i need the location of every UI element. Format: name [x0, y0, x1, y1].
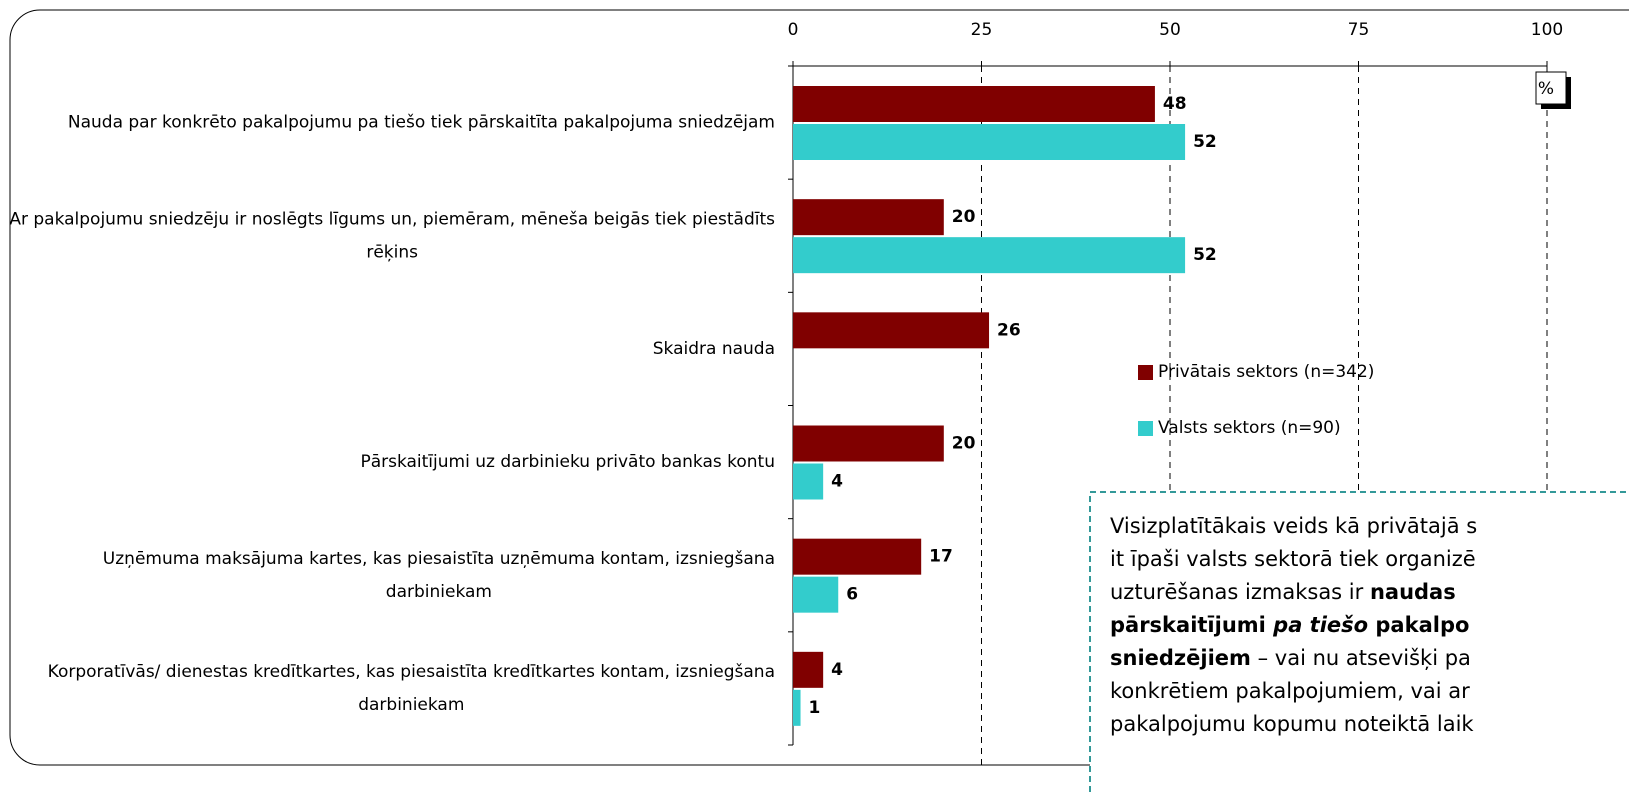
value-label: 4	[831, 660, 843, 680]
chart-frame	[9, 9, 1629, 766]
value-label: 17	[929, 547, 953, 567]
value-label: 48	[1163, 94, 1187, 114]
annotation-line: uzturēšanas izmaksas ir naudas	[1110, 580, 1456, 604]
category-label: Uzņēmuma maksājuma kartes, kas piesaistī…	[103, 549, 775, 602]
bar	[793, 463, 824, 500]
legend-label: Privātais sektors (n=342)	[1158, 362, 1374, 382]
annotation-line: pārskaitījumi pa tiešo pakalpo	[1110, 613, 1469, 637]
annotation-text: konkrētiem pakalpojumiem, vai ar	[1110, 679, 1470, 703]
annotation-text: pakalpo	[1368, 613, 1469, 637]
value-label: 6	[846, 585, 858, 605]
value-label: 52	[1193, 132, 1217, 152]
annotation-line: Visizplatītākais veids kā privātajā s	[1110, 514, 1477, 538]
annotation-text: Visizplatītākais veids kā privātajā s	[1110, 514, 1477, 538]
annotation-text: pa tiešo	[1272, 613, 1368, 637]
x-tick-label: 100	[1531, 20, 1563, 40]
annotation-text: pakalpojumu kopumu noteiktā laik	[1110, 712, 1474, 736]
x-tick-label: 0	[788, 20, 799, 40]
bar	[793, 576, 839, 613]
annotation-box	[1089, 491, 1629, 794]
annotation-text: naudas	[1370, 580, 1456, 604]
category-label: Nauda par konkrēto pakalpojumu pa tiešo …	[68, 113, 775, 133]
bar	[793, 237, 1186, 274]
category-label: Korporatīvās/ dienestas kredītkartes, ka…	[48, 662, 775, 715]
legend-label: Valsts sektors (n=90)	[1158, 418, 1341, 438]
value-label: 26	[997, 320, 1021, 340]
bar	[793, 199, 944, 236]
unit-box	[1535, 71, 1567, 105]
bar	[793, 312, 990, 349]
x-tick-label: 25	[971, 20, 993, 40]
bar	[793, 538, 922, 575]
annotation-line: konkrētiem pakalpojumiem, vai ar	[1110, 679, 1470, 703]
value-label: 52	[1193, 245, 1217, 265]
x-tick-label: 50	[1159, 20, 1181, 40]
annotation-text: sniedzējiem	[1110, 646, 1251, 670]
value-label: 4	[831, 472, 843, 492]
annotation-line: pakalpojumu kopumu noteiktā laik	[1110, 712, 1474, 736]
bar	[793, 651, 824, 688]
value-label: 20	[952, 434, 976, 454]
legend-swatch	[1138, 365, 1153, 380]
annotation-line: sniedzējiem – vai nu atsevišķi pa	[1110, 646, 1471, 670]
legend-swatch	[1138, 421, 1153, 436]
bar	[793, 689, 801, 726]
category-label: Ar pakalpojumu sniedzēju ir noslēgts līg…	[9, 209, 775, 262]
annotation-text: – vai nu atsevišķi pa	[1251, 646, 1471, 670]
annotation-text: uzturēšanas izmaksas ir	[1110, 580, 1370, 604]
annotation-line: it īpaši valsts sektorā tiek organizē	[1110, 547, 1476, 571]
value-label: 1	[809, 698, 821, 718]
category-label: Pārskaitījumi uz darbinieku privāto bank…	[360, 452, 775, 472]
bar	[793, 86, 1155, 122]
bar	[793, 425, 944, 462]
x-tick-label: 75	[1348, 20, 1370, 40]
unit-label: %	[1538, 79, 1554, 99]
annotation-text: it īpaši valsts sektorā tiek organizē	[1110, 547, 1476, 571]
value-label: 20	[952, 207, 976, 227]
category-label: Skaidra nauda	[653, 339, 775, 359]
bar	[793, 124, 1186, 160]
annotation-text: pārskaitījumi	[1110, 613, 1273, 637]
